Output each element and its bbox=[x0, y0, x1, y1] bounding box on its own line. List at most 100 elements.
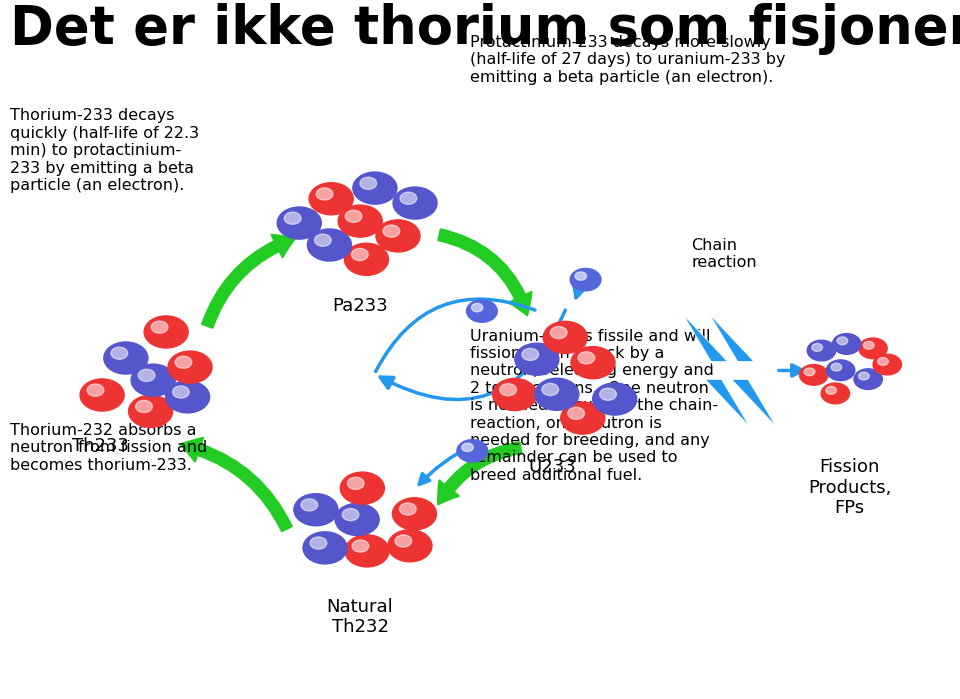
Circle shape bbox=[351, 248, 369, 261]
Circle shape bbox=[104, 342, 148, 374]
FancyArrowPatch shape bbox=[180, 438, 292, 531]
Circle shape bbox=[393, 498, 437, 530]
Circle shape bbox=[467, 300, 497, 322]
Circle shape bbox=[173, 386, 189, 398]
Circle shape bbox=[151, 321, 168, 333]
Circle shape bbox=[395, 535, 412, 547]
Circle shape bbox=[541, 383, 559, 396]
Circle shape bbox=[353, 172, 396, 204]
Circle shape bbox=[827, 360, 854, 380]
Circle shape bbox=[345, 243, 389, 275]
Circle shape bbox=[388, 530, 432, 562]
Circle shape bbox=[284, 212, 301, 224]
Circle shape bbox=[500, 384, 516, 396]
Text: U233: U233 bbox=[528, 458, 576, 476]
Circle shape bbox=[400, 192, 417, 204]
Text: Thorium-233 decays
quickly (half-life of 22.3
min) to protactinium-
233 by emitt: Thorium-233 decays quickly (half-life of… bbox=[10, 108, 199, 193]
Circle shape bbox=[376, 220, 420, 252]
Circle shape bbox=[345, 535, 389, 567]
Circle shape bbox=[567, 408, 585, 419]
Circle shape bbox=[80, 379, 124, 411]
Text: Protactinium-233 decays more slowly
(half-life of 27 days) to uranium-233 by
emi: Protactinium-233 decays more slowly (hal… bbox=[470, 35, 786, 85]
Circle shape bbox=[854, 369, 882, 389]
Text: Uranium-233 is fissile and will
fission when struck by a
neutron, releasing ener: Uranium-233 is fissile and will fission … bbox=[470, 329, 718, 483]
Circle shape bbox=[165, 381, 209, 413]
Circle shape bbox=[175, 356, 192, 368]
FancyArrowPatch shape bbox=[420, 445, 472, 484]
Circle shape bbox=[135, 401, 153, 412]
Circle shape bbox=[826, 387, 836, 394]
FancyArrowPatch shape bbox=[202, 235, 295, 328]
Circle shape bbox=[300, 499, 318, 511]
Circle shape bbox=[310, 537, 326, 549]
Circle shape bbox=[492, 378, 537, 410]
Text: Th233: Th233 bbox=[72, 437, 130, 455]
Circle shape bbox=[383, 225, 399, 237]
FancyArrowPatch shape bbox=[439, 229, 532, 315]
Circle shape bbox=[800, 365, 828, 385]
FancyArrowPatch shape bbox=[574, 275, 584, 298]
Circle shape bbox=[168, 351, 212, 383]
Circle shape bbox=[522, 348, 539, 361]
Circle shape bbox=[462, 443, 473, 452]
Circle shape bbox=[303, 532, 348, 564]
Circle shape bbox=[515, 343, 559, 375]
Circle shape bbox=[87, 384, 104, 396]
Circle shape bbox=[346, 210, 362, 222]
Circle shape bbox=[340, 472, 384, 504]
Circle shape bbox=[307, 229, 351, 261]
Text: Pa233: Pa233 bbox=[332, 297, 388, 315]
Circle shape bbox=[335, 503, 379, 535]
Circle shape bbox=[812, 343, 823, 352]
Circle shape bbox=[111, 347, 128, 359]
Circle shape bbox=[132, 364, 176, 396]
Circle shape bbox=[859, 338, 887, 359]
Circle shape bbox=[571, 347, 615, 379]
Circle shape bbox=[360, 178, 376, 189]
Circle shape bbox=[348, 477, 364, 489]
Circle shape bbox=[342, 508, 359, 521]
Circle shape bbox=[592, 383, 636, 415]
Circle shape bbox=[316, 188, 333, 200]
Circle shape bbox=[309, 182, 353, 215]
Circle shape bbox=[543, 322, 588, 354]
Circle shape bbox=[550, 326, 567, 339]
Circle shape bbox=[821, 383, 850, 404]
Text: Natural
Th232: Natural Th232 bbox=[326, 598, 394, 637]
Circle shape bbox=[535, 378, 579, 410]
Polygon shape bbox=[709, 315, 776, 426]
Circle shape bbox=[144, 316, 188, 348]
Circle shape bbox=[399, 503, 417, 515]
Circle shape bbox=[877, 357, 888, 366]
Circle shape bbox=[457, 440, 488, 462]
Text: Fission
Products,
FPs: Fission Products, FPs bbox=[808, 458, 891, 517]
FancyArrowPatch shape bbox=[779, 365, 803, 376]
FancyArrowPatch shape bbox=[375, 299, 535, 371]
FancyArrowPatch shape bbox=[438, 442, 521, 505]
Circle shape bbox=[832, 333, 861, 354]
Circle shape bbox=[807, 340, 835, 361]
Text: Det er ikke thorium som fisjonerer..: Det er ikke thorium som fisjonerer.. bbox=[10, 3, 960, 55]
Circle shape bbox=[138, 369, 155, 382]
Circle shape bbox=[575, 272, 587, 280]
Circle shape bbox=[129, 395, 173, 427]
Circle shape bbox=[277, 207, 322, 239]
Circle shape bbox=[578, 352, 595, 364]
Circle shape bbox=[561, 402, 605, 434]
Circle shape bbox=[600, 388, 616, 401]
Circle shape bbox=[831, 363, 842, 371]
Circle shape bbox=[471, 303, 483, 312]
Circle shape bbox=[393, 187, 437, 219]
Circle shape bbox=[873, 354, 901, 375]
Text: Thorium-232 absorbs a
neutron from fission and
becomes thorium-233.: Thorium-232 absorbs a neutron from fissi… bbox=[10, 423, 206, 473]
Circle shape bbox=[858, 372, 870, 380]
Circle shape bbox=[315, 234, 331, 246]
Circle shape bbox=[837, 337, 848, 345]
Text: Chain
reaction: Chain reaction bbox=[691, 238, 756, 270]
Circle shape bbox=[352, 540, 369, 552]
Circle shape bbox=[863, 341, 875, 350]
Circle shape bbox=[338, 205, 382, 237]
Circle shape bbox=[804, 368, 815, 375]
Circle shape bbox=[570, 268, 601, 291]
Polygon shape bbox=[684, 315, 750, 426]
